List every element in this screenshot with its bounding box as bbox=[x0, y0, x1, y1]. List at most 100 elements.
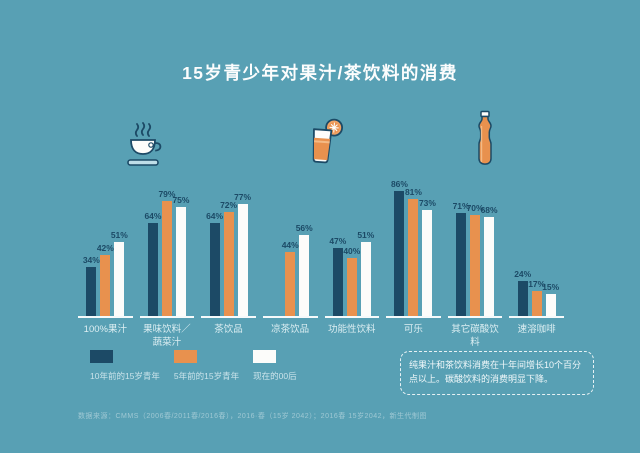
bar-cell: 34% bbox=[83, 255, 100, 316]
bar-value-label: 64% bbox=[144, 211, 162, 222]
category-label: 果味饮料／蔬菜汁 bbox=[143, 324, 191, 348]
bar bbox=[394, 191, 405, 316]
bar-value-label: 72% bbox=[220, 199, 238, 210]
annotation-note: 纯果汁和茶饮料消费在十年间增长10个百分点以上。碳酸饮料的消费明显下降。 bbox=[400, 351, 594, 395]
category-label: 功能性饮料 bbox=[328, 324, 376, 335]
bar-cell: 17% bbox=[528, 279, 545, 316]
bar-cell: 47% bbox=[329, 236, 346, 316]
legend-swatch bbox=[90, 350, 113, 363]
category-label: 100%果汁 bbox=[83, 324, 127, 335]
bar bbox=[223, 211, 234, 316]
bar-value-label: 15% bbox=[542, 282, 560, 293]
axis-baseline bbox=[447, 316, 503, 318]
category-label: 速溶咖啡 bbox=[517, 324, 556, 335]
bar bbox=[299, 234, 310, 316]
bar-cell: 70% bbox=[467, 203, 484, 316]
bar-value-label: 64% bbox=[206, 211, 224, 222]
bar-cluster: 64% 79% 75% bbox=[140, 160, 195, 316]
bar-value-label: 75% bbox=[172, 195, 190, 206]
bar-cluster: 64% 72% 77% bbox=[201, 160, 256, 316]
bar-value-label: 68% bbox=[480, 205, 498, 216]
bar-value-label: 34% bbox=[82, 254, 100, 265]
bar bbox=[100, 255, 111, 316]
bar-value-label: 56% bbox=[295, 222, 313, 233]
bar-cell: 73% bbox=[419, 198, 436, 316]
legend-label: 10年前的15岁青年 bbox=[90, 371, 160, 381]
bar-value-label: 51% bbox=[357, 230, 375, 241]
bar-value-label: 17% bbox=[528, 279, 546, 290]
bar bbox=[346, 258, 357, 316]
bar bbox=[517, 281, 528, 316]
axis-baseline bbox=[201, 316, 256, 318]
bar-cell: 71% bbox=[453, 201, 470, 316]
bar-value-label: 51% bbox=[110, 230, 128, 241]
axis-baseline bbox=[324, 316, 380, 318]
soda-bottle-icon bbox=[472, 110, 498, 175]
bar-cell: 56% bbox=[296, 223, 313, 316]
bar-cluster: 47% 40% 51% bbox=[325, 160, 380, 316]
bar bbox=[470, 214, 481, 316]
bar-value-label: 81% bbox=[404, 186, 422, 197]
bar-cell: 86% bbox=[391, 179, 408, 316]
bar-chart: 34% 42% 51% 100%果汁 64% 79% 75% 果味饮料／蔬菜汁 64% 72% 77… bbox=[78, 160, 564, 350]
bar-cell: 40% bbox=[343, 246, 360, 316]
source-note: 数据来源：CMMS（2006春/2011春/2016春），2016·春（15岁 … bbox=[78, 413, 428, 420]
legend-item: 10年前的15岁青年 bbox=[90, 350, 160, 382]
annotation-text: 纯果汁和茶饮料消费在十年间增长10个百分点以上。碳酸饮料的消费明显下降。 bbox=[409, 360, 582, 384]
bar-cell: 24% bbox=[514, 269, 531, 316]
bar-value-label: 47% bbox=[329, 235, 347, 246]
category-label: 茶饮品 bbox=[214, 324, 243, 335]
page-title: 15岁青少年对果汁/茶饮料的消费 bbox=[182, 63, 458, 83]
bar bbox=[408, 198, 419, 316]
chart-legend: 10年前的15岁青年 5年前的15岁青年 现在的00后 bbox=[90, 350, 297, 382]
bar-value-label: 24% bbox=[514, 269, 532, 280]
bar-value-label: 79% bbox=[158, 189, 176, 200]
bar bbox=[285, 252, 296, 316]
axis-baseline bbox=[386, 316, 441, 318]
bar-value-label: 73% bbox=[418, 198, 436, 209]
bar bbox=[114, 242, 125, 316]
bar bbox=[175, 207, 186, 316]
bar-cell: 72% bbox=[220, 200, 237, 316]
bar-cell: 42% bbox=[97, 243, 114, 316]
bar-cell: 51% bbox=[111, 230, 128, 316]
bar-value-label: 71% bbox=[452, 201, 470, 212]
bar-value-label: 40% bbox=[343, 246, 361, 256]
legend-label: 5年前的15岁青年 bbox=[173, 371, 240, 381]
bar bbox=[422, 210, 433, 316]
category-label: 可乐 bbox=[403, 324, 423, 335]
bar bbox=[360, 242, 371, 316]
bar-group: 71% 70% 68% 其它碳酸饮料 bbox=[447, 160, 503, 350]
bar-cluster: 44% 56% bbox=[263, 160, 318, 316]
bar-cluster: 34% 42% 51% bbox=[78, 160, 133, 316]
axis-baseline bbox=[139, 316, 195, 318]
bar-cell: 64% bbox=[144, 211, 161, 316]
bar-cluster: 86% 81% 73% bbox=[386, 160, 441, 316]
legend-item: 5年前的15岁青年 bbox=[173, 350, 240, 382]
bar-group: 47% 40% 51% 功能性饮料 bbox=[324, 160, 380, 350]
bar-cell: 44% bbox=[282, 240, 299, 316]
bar bbox=[545, 294, 556, 316]
bar-cell: 51% bbox=[357, 230, 374, 316]
bar-cluster: 71% 70% 68% bbox=[448, 160, 503, 316]
axis-baseline bbox=[509, 316, 564, 318]
bar bbox=[531, 291, 542, 316]
legend-swatch bbox=[173, 350, 197, 363]
bar-cluster: 24% 17% 15% bbox=[509, 160, 564, 316]
legend-swatch bbox=[253, 350, 277, 363]
bar-cell: 15% bbox=[542, 282, 559, 316]
bar bbox=[86, 266, 97, 316]
bar-value-label: 44% bbox=[281, 240, 299, 251]
bar-cell: 77% bbox=[234, 192, 251, 316]
legend-label: 现在的00后 bbox=[253, 371, 297, 381]
bar-group: 24% 17% 15% 速溶咖啡 bbox=[509, 160, 564, 350]
bar bbox=[332, 247, 343, 316]
axis-baseline bbox=[262, 316, 318, 318]
bar-group: 86% 81% 73% 可乐 bbox=[386, 160, 441, 350]
bar-cell: 79% bbox=[158, 189, 175, 316]
bar-value-label: 70% bbox=[466, 202, 484, 213]
bar-value-label: 42% bbox=[96, 243, 114, 254]
bar-cell: 64% bbox=[206, 211, 223, 316]
axis-baseline bbox=[78, 316, 133, 318]
